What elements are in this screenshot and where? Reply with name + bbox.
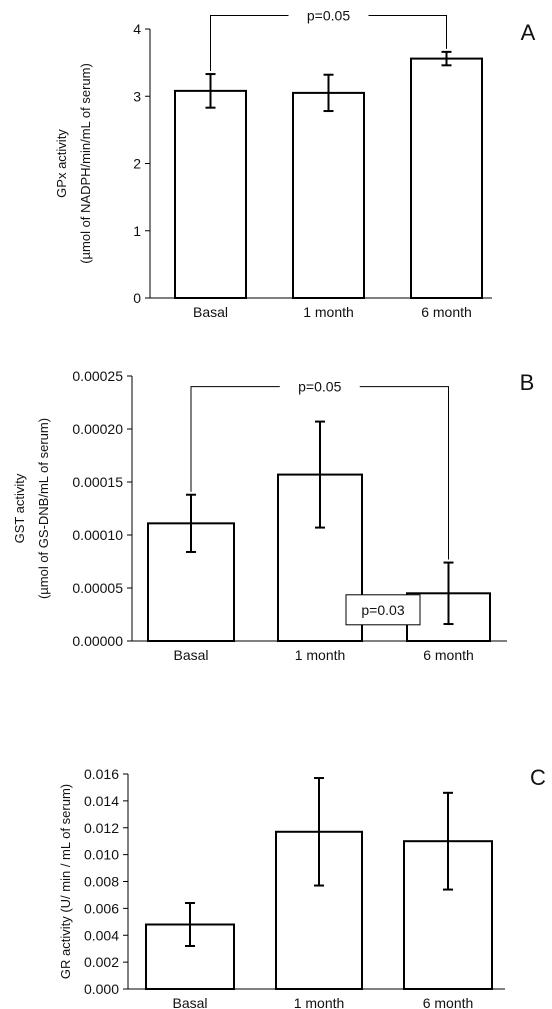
significance-label: p=0.03 [361,602,404,618]
bar [411,59,482,298]
y-tick-label: 0.008 [84,874,119,890]
y-tick-label: 0.00020 [72,421,123,437]
y-tick-label: 3 [133,88,141,104]
y-tick-label: 0.00000 [72,633,123,649]
chart-panel-c: 0.000 0.002 0.004 0.006 0.008 0.010 0.012 0.014… [58,765,546,1009]
y-axis-label: GR activity (U/ min / mL of serum) [58,784,73,979]
y-tick-label: 0.014 [84,793,119,809]
y-tick-label: 0.004 [84,927,119,943]
panel-label: B [520,370,535,395]
y-axis-label: GPx activity [54,129,69,198]
x-tick-label: 6 month [421,304,472,320]
significance-label: p=0.05 [298,379,341,395]
y-axis-label: (µmol of NADPH/min/mL of serum) [78,63,93,264]
x-tick-label: 6 month [423,647,474,663]
y-tick-label: 0.002 [84,954,119,970]
x-tick-label: 1 month [294,995,345,1009]
bar [293,93,364,298]
y-tick-label: 0.00005 [72,580,123,596]
y-tick-label: 1 [133,223,141,239]
y-tick-label: 0.00015 [72,474,123,490]
significance-bracket [360,387,449,560]
x-tick-label: 1 month [295,647,346,663]
chart-panel-b: 0.00000 0.00005 0.00010 0.00015 0.00020 0.000… [12,368,534,663]
y-axis-label: (µmol of GS-DNB/mL of serum) [36,418,51,599]
panel-label: A [521,20,536,45]
x-tick-label: Basal [193,304,228,320]
significance-bracket [191,387,280,492]
x-tick-label: Basal [173,647,208,663]
y-tick-label: 4 [133,21,141,37]
bar [175,91,246,298]
significance-bracket [369,16,447,49]
y-tick-label: 0.010 [84,847,119,863]
y-axis-label: GST activity [12,473,27,543]
y-tick-label: 0.000 [84,981,119,997]
y-tick-label: 0.00010 [72,527,123,543]
x-tick-label: Basal [172,995,207,1009]
significance-label: p=0.05 [307,8,350,24]
y-tick-label: 0.012 [84,820,119,836]
y-tick-label: 0 [133,290,141,306]
y-tick-label: 0.016 [84,766,119,782]
y-tick-label: 0.006 [84,900,119,916]
chart-panel-a: 0 1 2 3 4 Basal 1 month 6 month GPx activity (µmo… [54,8,536,320]
y-tick-label: 2 [133,156,141,172]
panel-label: C [530,765,546,790]
x-tick-label: 6 month [423,995,474,1009]
x-tick-label: 1 month [303,304,354,320]
y-tick-label: 0.00025 [72,368,123,384]
significance-bracket [211,16,289,72]
